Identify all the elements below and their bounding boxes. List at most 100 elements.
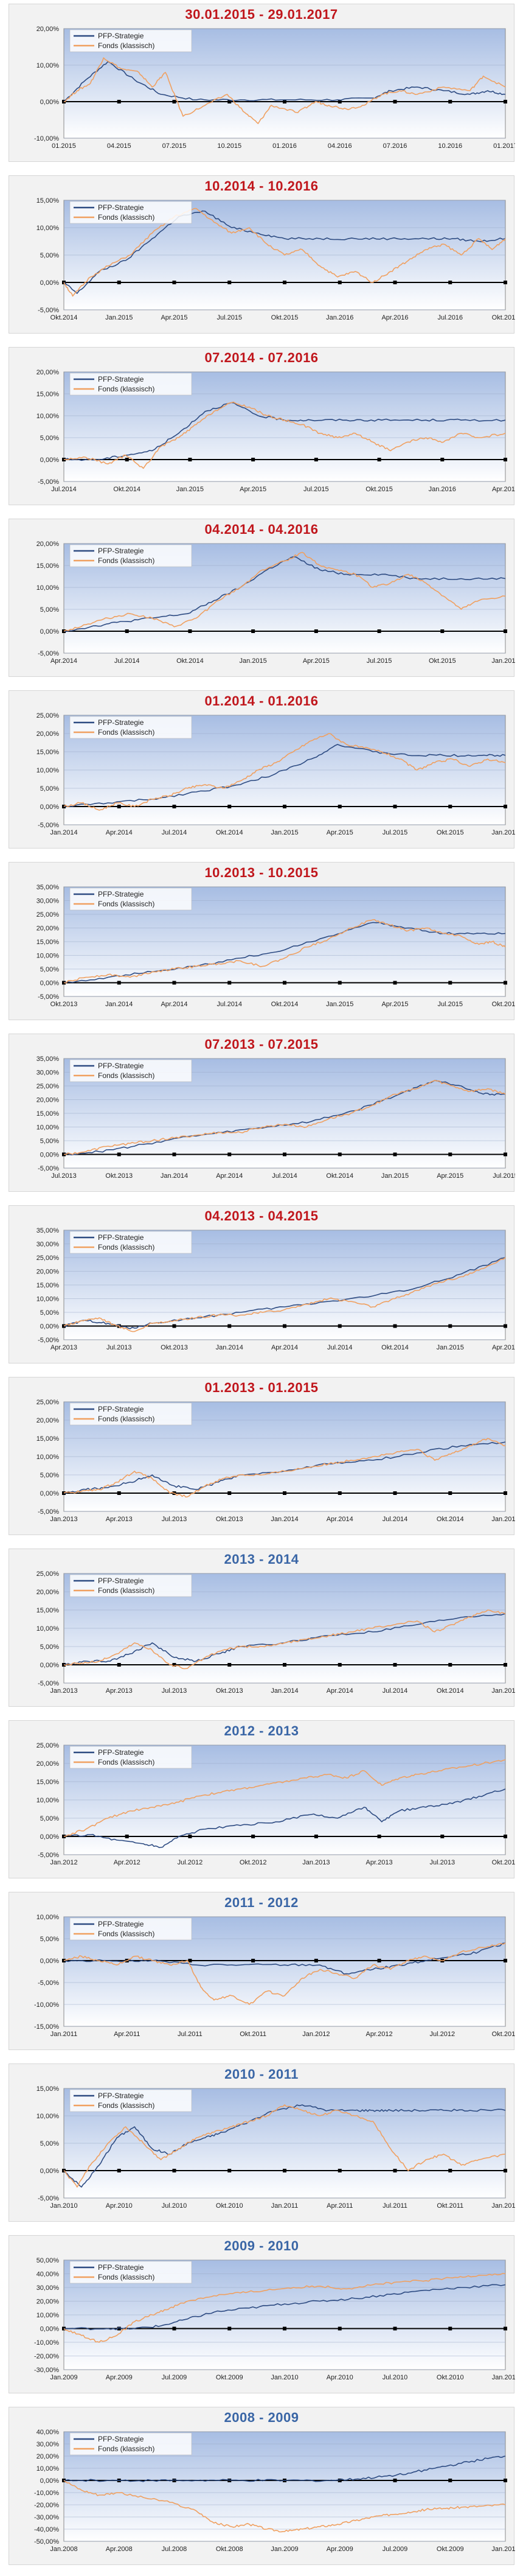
series-line-strategy	[63, 1788, 506, 1849]
legend-label: Fonds (klassisch)	[98, 900, 154, 908]
y-tick-label: 10,00%	[36, 767, 60, 774]
x-tick-label: Jan.2011	[271, 2202, 298, 2210]
chart-panel: 07.2013 - 07.2015 35,00% 30,00% 25,00% 20,00…	[9, 1034, 515, 1192]
x-tick-label: 07.2016	[383, 142, 407, 150]
x-tick-label: Jan.2014	[271, 1687, 298, 1695]
x-tick-marker	[338, 281, 342, 284]
series-line-strategy	[63, 61, 506, 102]
legend-label: PFP-Strategie	[98, 2435, 144, 2443]
legend-label: PFP-Strategie	[98, 375, 144, 383]
y-tick-label: 15,00%	[36, 1607, 60, 1614]
x-tick-marker	[393, 100, 397, 103]
y-tick-label: -20,00%	[34, 2353, 59, 2361]
y-tick-label: 30,00%	[36, 1069, 60, 1077]
legend-box	[69, 887, 192, 911]
y-tick-label: 0,00%	[40, 1323, 59, 1331]
series-line-fund	[63, 733, 506, 811]
x-tick-marker	[448, 2169, 452, 2172]
x-tick-marker	[188, 1835, 192, 1838]
x-tick-label: Jul.2012	[178, 1859, 203, 1866]
x-tick-label: Apr.2013	[50, 1344, 77, 1351]
legend-label: Fonds (klassisch)	[98, 556, 154, 565]
x-tick-label: Okt.2014	[437, 1687, 464, 1695]
x-tick-label: Jul.2015	[303, 486, 329, 493]
x-tick-label: Apr.2014	[106, 829, 133, 836]
x-tick-marker	[440, 1835, 445, 1838]
y-tick-label: 15,00%	[36, 939, 60, 946]
series-line-fund	[63, 1942, 506, 2005]
x-tick-label: Jul.2014	[51, 486, 77, 493]
legend-label: PFP-Strategie	[98, 1233, 144, 1242]
chart-panel: 2012 - 2013 25,00% 20,00% 15,00% 10,00% 5,00%…	[9, 1720, 515, 1878]
chart-panel: 2010 - 2011 15,00% 10,00% 5,00% 0,00% -5,00% J…	[9, 2063, 515, 2222]
chart-panel: 2011 - 2012 10,00% 5,00% 0,00% -5,00% -10,00%…	[9, 1892, 515, 2050]
chart-title: 30.01.2015 - 29.01.2017	[185, 7, 338, 22]
y-tick-label: -5,00%	[38, 307, 59, 314]
chart-panel: 10.2014 - 10.2016 15,00% 10,00% 5,00% 0,00% -…	[9, 175, 515, 334]
x-tick-label: Jul.2015	[383, 829, 408, 836]
x-tick-marker	[188, 629, 192, 633]
x-tick-marker	[117, 1663, 121, 1667]
y-tick-label: 40,00%	[36, 2429, 60, 2436]
y-tick-label: 0,00%	[40, 2326, 59, 2333]
x-tick-label: Apr.2015	[303, 657, 330, 665]
y-tick-label: 10,00%	[36, 1454, 60, 1461]
x-tick-label: Jan.2010	[491, 2546, 515, 2553]
x-tick-label: Jan.2013	[50, 1516, 77, 1523]
y-tick-label: 0,00%	[40, 2168, 59, 2175]
x-tick-label: Apr.2012	[114, 1859, 140, 1866]
x-tick-label: Jul.2016	[437, 314, 463, 321]
x-tick-label: Apr.2008	[106, 2546, 133, 2553]
x-tick-marker	[440, 629, 445, 633]
x-tick-label: Apr.2016	[492, 486, 515, 493]
x-tick-label: Okt.2015	[429, 657, 456, 665]
x-tick-marker	[504, 1324, 507, 1328]
x-tick-label: Apr.2015	[381, 1001, 408, 1008]
chart-title: 07.2014 - 07.2016	[204, 350, 319, 365]
x-tick-label: Apr.2010	[327, 2374, 353, 2381]
legend-label: Fonds (klassisch)	[98, 1071, 154, 1080]
x-tick-label: Jul.2010	[162, 2202, 187, 2210]
y-tick-label: -5,00%	[38, 1680, 59, 1687]
x-tick-label: Jul.2011	[383, 2202, 407, 2210]
series-line-strategy	[63, 1257, 506, 1329]
y-tick-label: 5,00%	[40, 1472, 59, 1479]
x-tick-label: Jul.2009	[383, 2546, 408, 2553]
x-tick-marker	[172, 281, 176, 284]
series-line-fund	[63, 1080, 506, 1155]
x-tick-label: Jul.2010	[383, 2374, 408, 2381]
x-tick-label: Okt.2013	[105, 1172, 133, 1180]
chart-svg: 35,00% 30,00% 25,00% 20,00% 15,00% 10,00% 5,00…	[36, 884, 515, 1008]
y-tick-label: 15,00%	[36, 1435, 60, 1443]
x-tick-label: Jan.2009	[271, 2546, 298, 2553]
x-tick-label: Jul.2014	[162, 829, 187, 836]
x-tick-marker	[338, 2326, 342, 2331]
y-tick-label: 30,00%	[36, 2441, 60, 2448]
chart-title: 2012 - 2013	[224, 1723, 299, 1738]
legend-label: PFP-Strategie	[98, 2091, 144, 2100]
x-tick-marker	[448, 1491, 452, 1495]
x-tick-label: Okt.2009	[437, 2546, 464, 2553]
series-line-strategy	[63, 2284, 506, 2331]
x-tick-marker	[172, 2479, 176, 2482]
y-tick-label: 10,00%	[36, 953, 60, 960]
x-tick-label: Jul.2014	[216, 1001, 242, 1008]
y-tick-label: 5,00%	[40, 1643, 59, 1651]
x-tick-marker	[227, 981, 232, 985]
x-tick-label: Jul.2012	[429, 2031, 455, 2038]
x-tick-marker	[283, 1491, 286, 1495]
y-tick-label: -5,00%	[38, 478, 59, 486]
x-tick-label: Apr.2015	[161, 314, 187, 321]
legend-box	[69, 1574, 192, 1597]
x-tick-label: Okt.2014	[326, 1172, 353, 1180]
x-tick-marker	[504, 2326, 507, 2331]
x-tick-label: Okt.2013	[216, 1687, 243, 1695]
x-tick-marker	[504, 1959, 507, 1962]
x-tick-marker	[251, 1835, 255, 1838]
y-tick-label: 35,00%	[36, 1055, 60, 1063]
